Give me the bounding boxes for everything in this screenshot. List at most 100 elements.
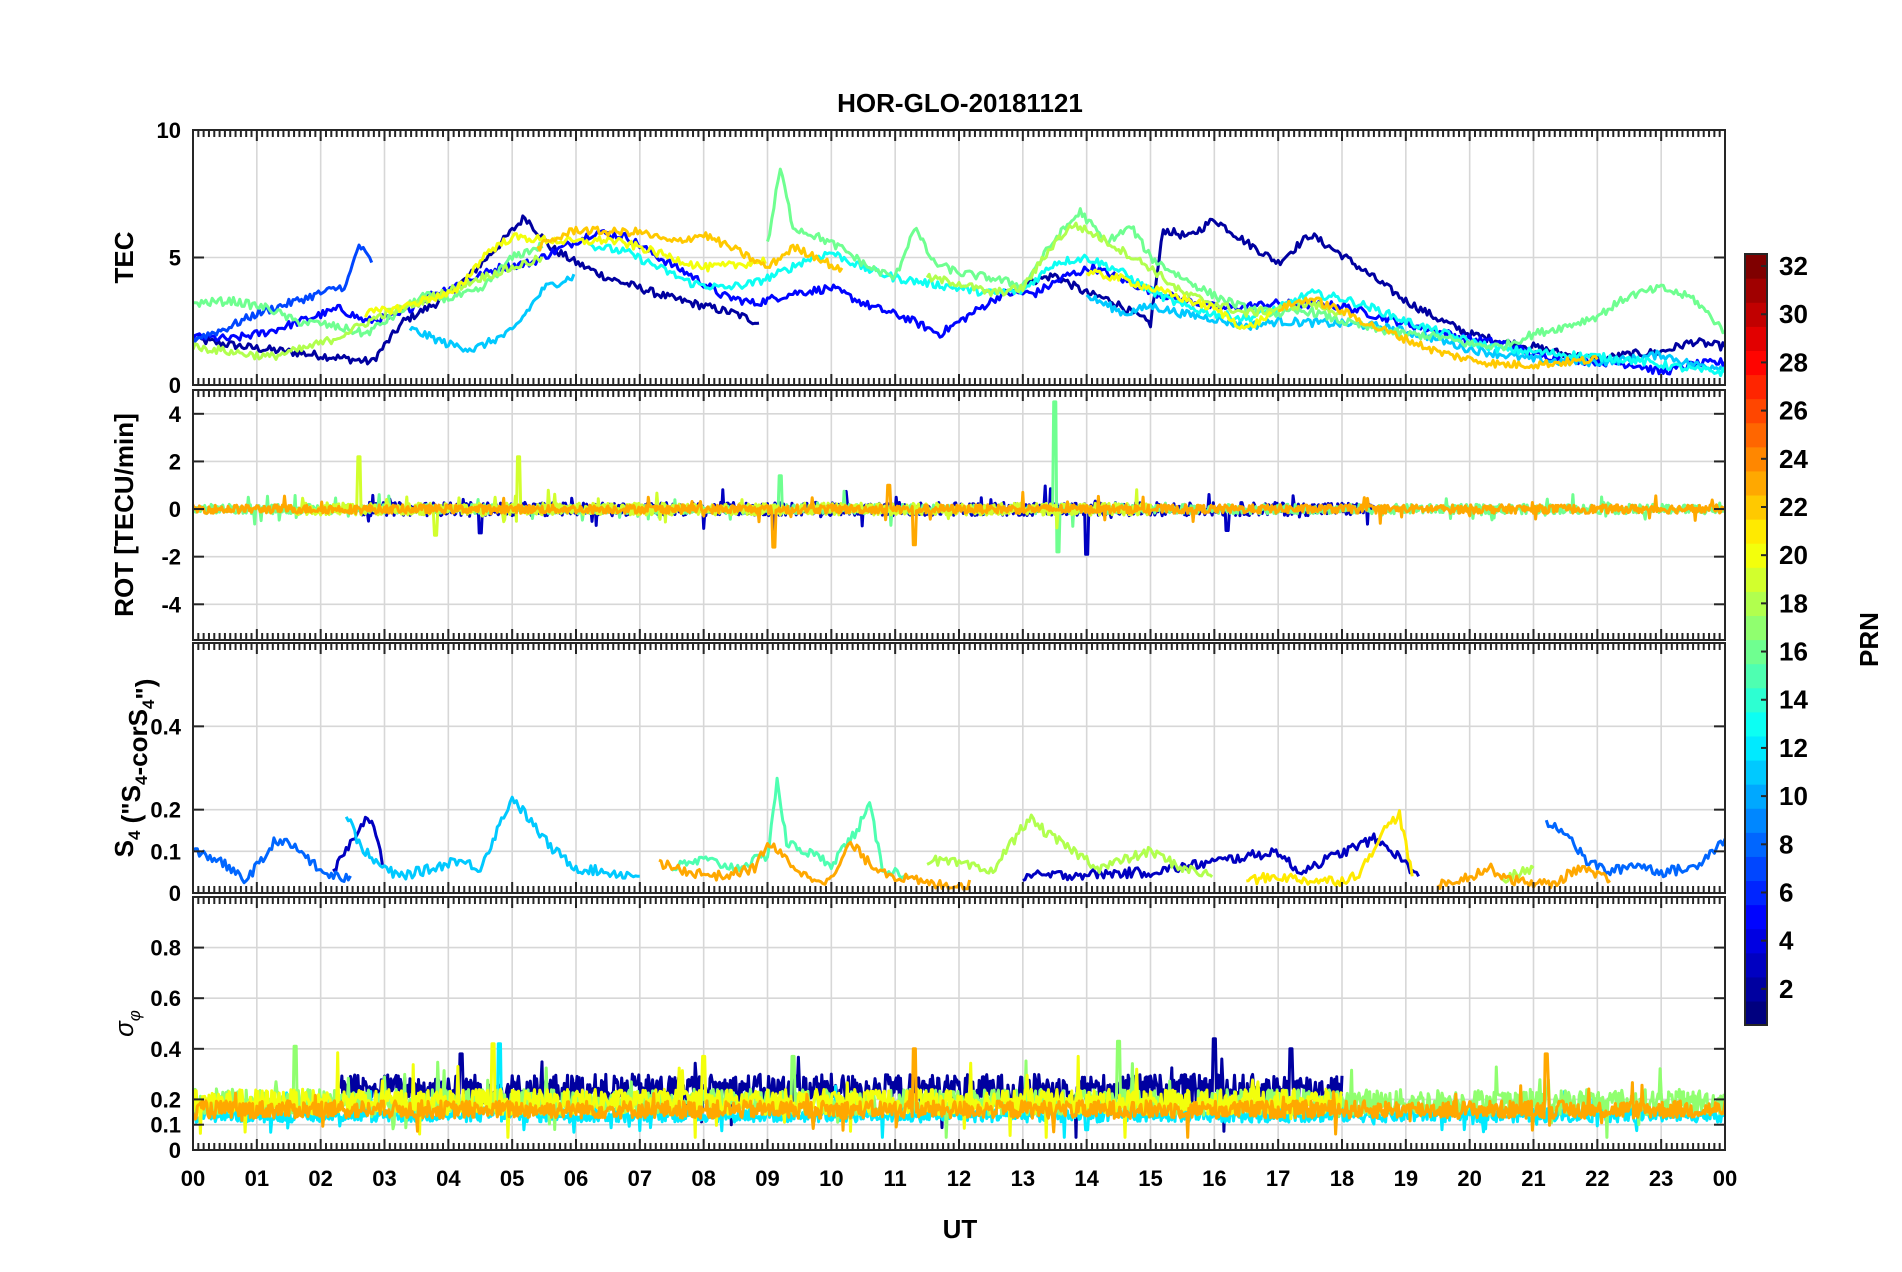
colorbar-tick-label: 10 xyxy=(1779,781,1808,811)
panel-sigma_phi: 00.10.2 0.4 0.6 0.8 xyxy=(150,896,1726,1163)
x-tick-label: 00 xyxy=(181,1166,205,1191)
series-line-prn-18 xyxy=(193,254,544,361)
colorbar-swatch xyxy=(1745,278,1767,303)
colorbar-swatch xyxy=(1745,952,1767,978)
colorbar-tick-label: 18 xyxy=(1779,588,1808,618)
colorbar-tick-label: 12 xyxy=(1779,733,1808,763)
y-tick-label-s4: 0.4 xyxy=(150,714,181,739)
series-line-prn-18 xyxy=(925,221,1343,318)
y-tick-label-rot: 2 xyxy=(169,449,181,474)
series-line-prn-23 xyxy=(193,483,1725,549)
x-tick-label: 15 xyxy=(1138,1166,1162,1191)
panel-s4: 0 0.1 0.2 0.4 xyxy=(150,642,1726,906)
colorbar-tick-label: 16 xyxy=(1779,637,1808,667)
x-tick-label: 03 xyxy=(372,1166,396,1191)
panel-rot: -4 -2 0 2 4 xyxy=(161,389,1726,641)
colorbar-tick-label: 24 xyxy=(1779,444,1808,474)
colorbar-swatch xyxy=(1745,904,1767,930)
colorbar-swatch xyxy=(1745,302,1767,327)
colorbar-swatch xyxy=(1745,567,1767,592)
y-tick-label-s4: 0.2 xyxy=(150,798,181,823)
y-tick-label-sigma_phi: 0.2 xyxy=(150,1087,181,1112)
y-tick-label-sigma_phi: 0.1 xyxy=(150,1113,181,1138)
x-tick-label: 19 xyxy=(1394,1166,1418,1191)
colorbar-swatch xyxy=(1745,326,1767,351)
series-line-prn-22 xyxy=(1277,296,1599,370)
y-tick-label-tec: 10 xyxy=(157,118,181,143)
x-tick-label: 07 xyxy=(628,1166,652,1191)
x-tick-label: 01 xyxy=(245,1166,269,1191)
colorbar-tick-label: 26 xyxy=(1779,396,1808,426)
colorbar-swatch xyxy=(1745,976,1767,1002)
x-tick-label: 22 xyxy=(1585,1166,1609,1191)
colorbar-swatch xyxy=(1745,784,1767,809)
series-line-prn-3 xyxy=(332,815,384,874)
series-line-prn-18 xyxy=(926,813,1214,878)
colorbar-tick-label: 32 xyxy=(1779,251,1808,281)
series-line-prn-3 xyxy=(1022,832,1420,882)
y-tick-label-s4: 0 xyxy=(169,881,181,906)
y-tick-label-sigma_phi: 0.6 xyxy=(150,986,181,1011)
colorbar-swatch xyxy=(1745,928,1767,954)
colorbar-tick-label: 30 xyxy=(1779,299,1808,329)
y-tick-label-sigma_phi: 0 xyxy=(169,1138,181,1163)
x-tick-label: 06 xyxy=(564,1166,588,1191)
y-axis-label-sigma_phi: σφ xyxy=(109,1010,144,1037)
x-tick-label: 05 xyxy=(500,1166,524,1191)
colorbar-swatch xyxy=(1745,687,1767,713)
x-tick-label: 18 xyxy=(1330,1166,1354,1191)
y-tick-label-sigma_phi: 0.4 xyxy=(150,1037,181,1062)
series-line-prn-13 xyxy=(588,242,1725,378)
x-tick-label: 14 xyxy=(1074,1166,1099,1191)
series-line-prn-22 xyxy=(536,225,844,273)
y-tick-label-rot: -4 xyxy=(161,592,181,617)
series-line-prn-8 xyxy=(1544,819,1725,879)
x-tick-label: 08 xyxy=(691,1166,715,1191)
grid-s4 xyxy=(193,643,1725,893)
colorbar-swatch xyxy=(1745,374,1767,400)
x-tick-label: 17 xyxy=(1266,1166,1290,1191)
series-line-prn-7 xyxy=(193,243,374,343)
colorbar-swatch xyxy=(1745,470,1767,496)
x-tick-label: 23 xyxy=(1649,1166,1673,1191)
x-tick-label: 00 xyxy=(1713,1166,1737,1191)
series-line-prn-11 xyxy=(344,795,640,881)
series-line-prn-16 xyxy=(193,241,544,338)
x-tick-label: 04 xyxy=(436,1166,461,1191)
x-tick-label: 13 xyxy=(1011,1166,1035,1191)
colorbar-frame xyxy=(1744,253,1768,1026)
x-axis-label: UT xyxy=(943,1214,978,1244)
colorbar-swatch xyxy=(1745,350,1767,376)
colorbar-swatch xyxy=(1745,519,1767,544)
y-axis-label-s4: S4 ("S4-corS4") xyxy=(109,679,160,858)
series-line-prn-8 xyxy=(193,836,352,885)
colorbar-swatch xyxy=(1745,639,1767,665)
y-tick-label-rot: 0 xyxy=(169,497,181,522)
colorbar-swatch xyxy=(1745,711,1767,737)
colorbar-swatch xyxy=(1745,446,1767,472)
minor-ticks-tec xyxy=(192,130,1726,385)
chart-title: HOR-GLO-20181121 xyxy=(837,88,1083,118)
colorbar-tick-label: 2 xyxy=(1779,974,1793,1004)
colorbar-swatch xyxy=(1745,398,1767,424)
x-tick-label: 09 xyxy=(755,1166,779,1191)
series-line-prn-2 xyxy=(338,1037,1344,1139)
y-tick-label-tec: 5 xyxy=(169,246,181,271)
colorbar-tick-label: 28 xyxy=(1779,347,1808,377)
minor-ticks-s4 xyxy=(192,643,1726,893)
series-line-prn-20 xyxy=(1085,268,1273,330)
panels: 0510-4-202400.10.20.400.10.20.40.60.8TEC… xyxy=(109,118,1737,1191)
colorbar-swatch xyxy=(1745,808,1767,833)
colorbar-swatch xyxy=(1745,254,1767,279)
colorbar-tick-label: 14 xyxy=(1779,685,1808,715)
series-line-prn-21 xyxy=(1246,809,1414,887)
colorbar-swatch xyxy=(1745,591,1767,617)
colorbar-tick-label: 4 xyxy=(1779,926,1794,956)
colorbar-swatch xyxy=(1745,880,1767,906)
series-line-prn-23 xyxy=(1436,862,1611,891)
colorbar-tick-label: 20 xyxy=(1779,540,1808,570)
x-tick-label: 21 xyxy=(1521,1166,1545,1191)
y-tick-label-s4: 0.1 xyxy=(150,839,181,864)
